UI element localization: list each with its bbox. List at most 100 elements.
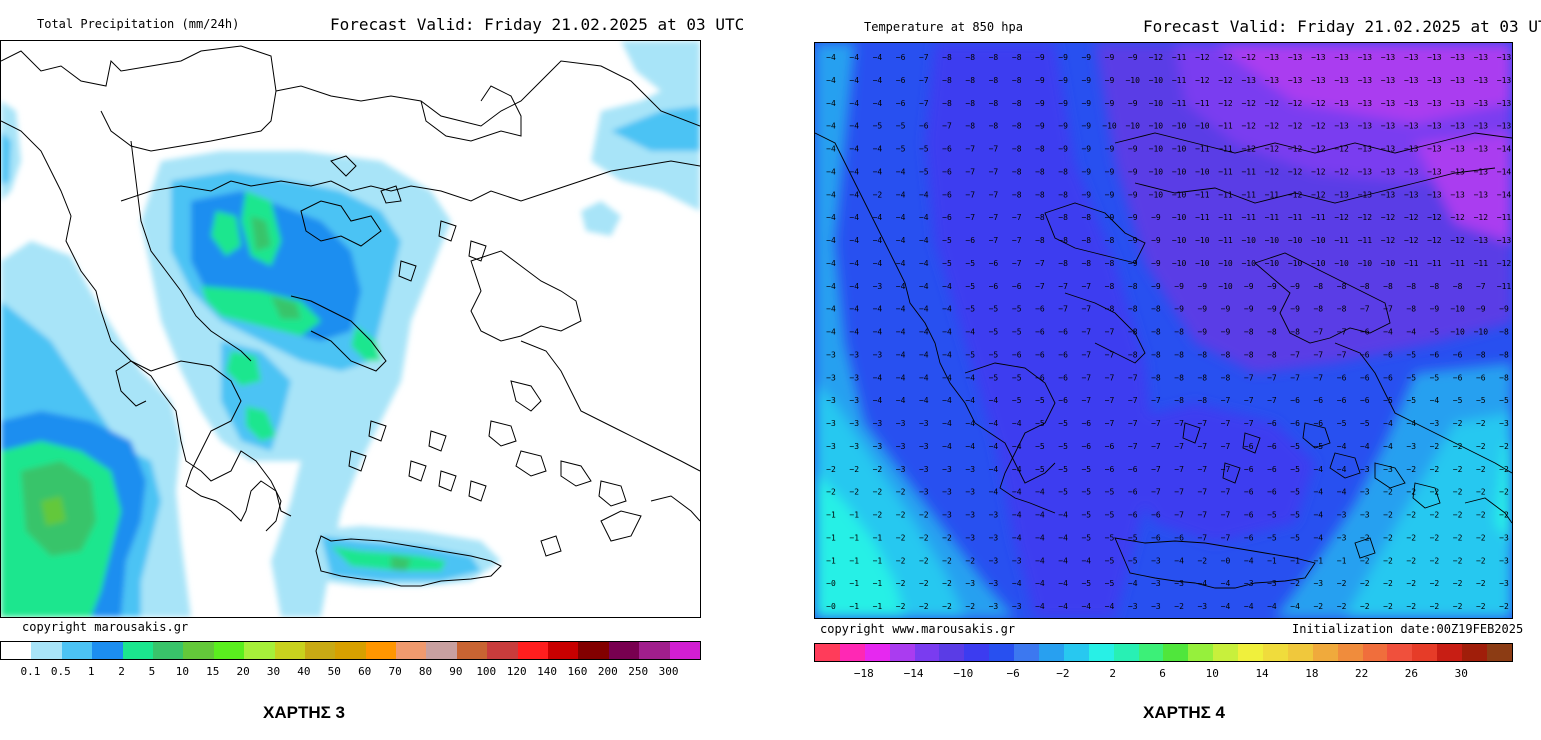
temperature-value: −1 [873,579,883,588]
temperature-value: −5 [873,122,883,131]
temperature-value: −2 [1476,419,1486,428]
temperature-value: −12 [1474,213,1489,222]
temperature-value: −1 [1290,556,1300,565]
temperature-value: −8 [1383,282,1393,291]
temperature-value: −4 [919,190,929,199]
temperature-value: −2 [1406,511,1416,520]
temperature-value: −5 [1476,396,1486,405]
temperature-value: −7 [1105,350,1115,359]
temperature-value: −4 [826,305,836,314]
temperature-value: −7 [1221,465,1231,474]
precip-copyright: copyright marousakis.gr [22,620,189,634]
temperature-value: −6 [942,213,952,222]
temperature-value: −6 [896,76,906,85]
temperature-value: −4 [849,190,859,199]
temperature-value: −8 [1012,53,1022,62]
temperature-value: −5 [919,145,929,154]
temperature-value: −2 [1337,602,1347,611]
temp-colorbar-tick-label: 22 [1355,667,1369,680]
initialization-date: Initialization date:00Z19FEB2025 [1292,622,1524,636]
temperature-value: −3 [1360,465,1370,474]
temperature-value: −7 [1221,442,1231,451]
temperature-value: −8 [1035,167,1045,176]
temperature-value: −2 [1453,511,1463,520]
temperature-value: −11 [1172,99,1187,108]
temperature-value: −10 [1172,122,1187,131]
temperature-value: −9 [1105,76,1115,85]
temperature-value: −8 [1035,213,1045,222]
temperature-value: −4 [873,328,883,337]
precip-colorbar-swatch [456,642,488,659]
temp-colorbar-swatch [1312,644,1338,661]
temperature-value: −9 [1151,236,1161,245]
temperature-value: −12 [1241,122,1256,131]
temperature-value: −4 [1360,442,1370,451]
precip-colorbar-tick-label: 15 [206,665,220,678]
temperature-value: −0 [826,579,836,588]
precip-title: Total Precipitation (mm/24h) [37,17,240,31]
precip-colorbar-tick-label: 2 [118,665,125,678]
temperature-value: −2 [1476,442,1486,451]
temperature-value: −9 [1058,76,1068,85]
temperature-value: −10 [1241,259,1256,268]
temperature-value: −7 [1476,282,1486,291]
temperature-value: −2 [896,533,906,542]
temperature-value: −7 [1128,419,1138,428]
temperature-value: −7 [1081,328,1091,337]
precip-colorbar-tick-label: 300 [658,665,679,678]
temperature-value: −4 [1012,419,1022,428]
temperature-value: −2 [919,511,929,520]
temperature-value: −9 [1058,122,1068,131]
temperature-value: −7 [1313,373,1323,382]
temperature-value: −7 [965,213,975,222]
temperature-value: −8 [1058,236,1068,245]
temperature-value: −6 [1105,465,1115,474]
temperature-value: −8 [1128,305,1138,314]
temperature-value: −5 [1081,511,1091,520]
temperature-value: −7 [1267,396,1277,405]
temperature-value: −7 [1244,373,1254,382]
temperature-value: −13 [1358,190,1373,199]
temperature-values-grid: −4 −4 −4 −6 −7 −8 −8 −8 −8 −9 −9 −9 −9 −9 −12 −11 −12 −12… [826,53,1511,611]
temperature-value: −5 [1313,442,1323,451]
temperature-value: −5 [1128,556,1138,565]
temperature-value: −8 [1081,213,1091,222]
temperature-value: −4 [1105,602,1115,611]
temperature-value: −4 [919,328,929,337]
temperature-value: −8 [1105,282,1115,291]
temperature-value: −3 [1244,579,1254,588]
temperature-value: −14 [1497,167,1512,176]
temperature-value: −6 [1337,373,1347,382]
temperature-value: −3 [849,350,859,359]
precipitation-map-svg [1,41,700,617]
temperature-value: −11 [1195,145,1210,154]
temperature-value: −9 [1058,53,1068,62]
temperature-value: −13 [1334,190,1349,199]
temperature-value: −5 [1383,396,1393,405]
temperature-value: −4 [919,259,929,268]
temperature-value: −12 [1450,236,1465,245]
temperature-value: −6 [1313,396,1323,405]
temperature-value: −4 [965,396,975,405]
temperature-value: −3 [965,488,975,497]
temperature-value: −2 [1430,442,1440,451]
temperature-value: −3 [919,442,929,451]
temperature-value: −2 [1383,602,1393,611]
temperature-value: −2 [1383,511,1393,520]
temp-colorbar-swatch [1263,644,1288,661]
temperature-value: −6 [1290,419,1300,428]
temperature-value: −9 [1105,213,1115,222]
temperature-value: −4 [989,419,999,428]
temperature-value: −8 [1337,282,1347,291]
temperature-value: −6 [1058,396,1068,405]
temperature-value: −5 [896,122,906,131]
temperature-value: −9 [1244,305,1254,314]
temperature-value: −12 [1195,53,1210,62]
temperature-value: −3 [1012,556,1022,565]
temperature-value: −7 [1174,419,1184,428]
temp-colorbar-swatch [1238,644,1264,661]
temperature-value: −8 [1290,328,1300,337]
temp-colorbar-swatch [1188,644,1214,661]
temperature-value: −2 [873,511,883,520]
temperature-value: −2 [1453,579,1463,588]
